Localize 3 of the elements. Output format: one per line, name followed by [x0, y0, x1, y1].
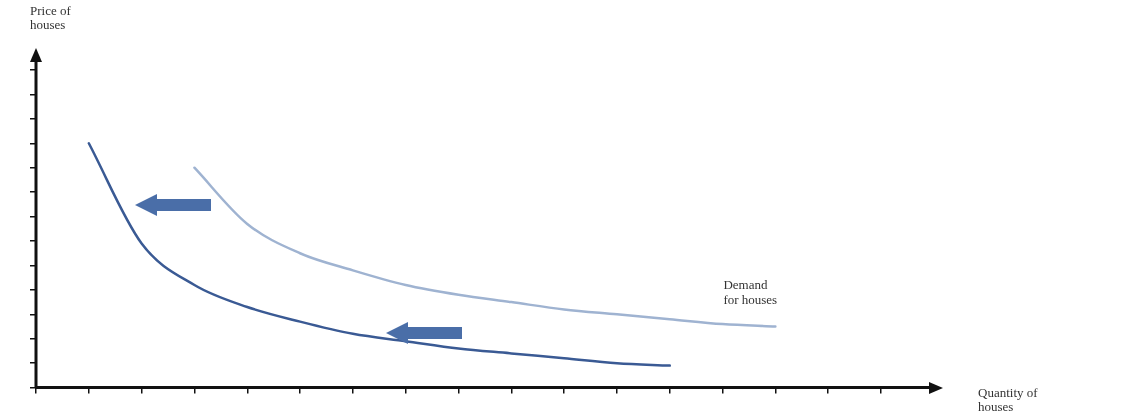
x-axis-title: Quantity of houses: [978, 385, 1039, 414]
annotation: Demand for houses: [723, 276, 778, 307]
text: Price of houses: [30, 3, 72, 32]
